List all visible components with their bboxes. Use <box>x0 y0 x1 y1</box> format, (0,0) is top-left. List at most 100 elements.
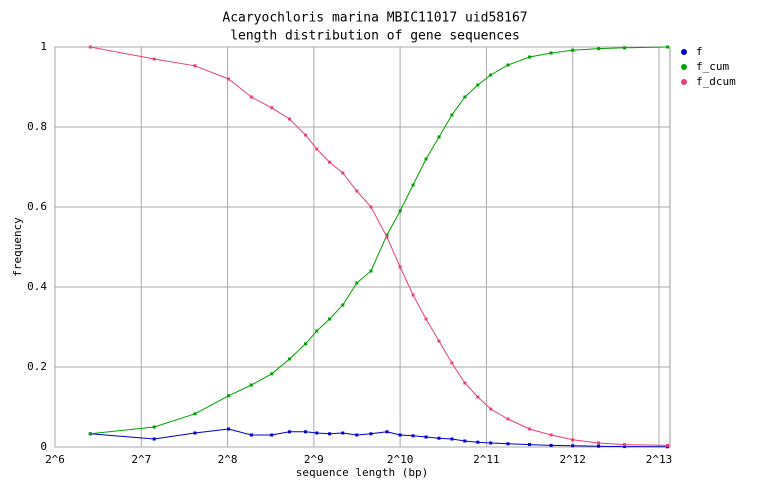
data-point <box>424 317 428 321</box>
x-tick-label: 2^9 <box>304 453 324 466</box>
x-tick-label: 2^13 <box>646 453 673 466</box>
data-point <box>328 432 332 436</box>
data-point <box>341 171 345 175</box>
y-tick-label: 0.8 <box>27 120 47 133</box>
data-point <box>398 433 402 437</box>
data-point <box>315 147 319 151</box>
data-point <box>411 434 415 438</box>
data-point <box>571 444 575 448</box>
legend-label: f_dcum <box>696 75 736 88</box>
legend-marker <box>681 49 687 55</box>
data-point <box>152 425 156 429</box>
data-point <box>328 317 332 321</box>
data-point <box>528 55 532 59</box>
data-point <box>489 407 493 411</box>
data-point <box>152 57 156 61</box>
data-point <box>528 427 532 431</box>
legend-marker <box>681 64 687 70</box>
chart-title: Acaryochloris marina MBIC11017 uid58167 <box>222 11 527 26</box>
data-point <box>476 395 480 399</box>
data-point <box>506 417 510 421</box>
data-point <box>270 372 274 376</box>
data-point <box>549 433 553 437</box>
y-tick-label: 0 <box>40 440 47 453</box>
x-tick-label: 2^10 <box>387 453 414 466</box>
data-point <box>249 95 253 99</box>
data-point <box>341 303 345 307</box>
data-point <box>571 48 575 52</box>
y-tick-label: 0.4 <box>27 280 47 293</box>
data-point <box>437 436 441 440</box>
data-point <box>304 342 308 346</box>
data-point <box>398 209 402 213</box>
data-point <box>622 46 626 50</box>
data-point <box>304 430 308 434</box>
data-point <box>549 51 553 55</box>
data-point <box>315 431 319 435</box>
data-point <box>193 412 197 416</box>
data-point <box>411 293 415 297</box>
plot-frame <box>54 46 671 448</box>
data-point <box>476 83 480 87</box>
data-point <box>304 133 308 137</box>
y-tick-label: 1 <box>40 40 47 53</box>
data-point <box>450 437 454 441</box>
data-point <box>437 135 441 139</box>
data-point <box>270 106 274 110</box>
data-point <box>506 442 510 446</box>
data-point <box>287 357 291 361</box>
data-point <box>411 183 415 187</box>
data-point <box>287 117 291 121</box>
data-point <box>666 443 670 447</box>
data-point <box>463 381 467 385</box>
series-line <box>90 46 668 446</box>
data-point <box>450 113 454 117</box>
x-tick-label: 2^6 <box>45 453 65 466</box>
data-point <box>152 437 156 441</box>
data-point <box>528 443 532 447</box>
data-point <box>463 95 467 99</box>
y-axis-label: frequency <box>11 217 24 277</box>
chart-subtitle: length distribution of gene sequences <box>230 29 520 44</box>
data-point <box>489 73 493 77</box>
data-point <box>287 430 291 434</box>
x-axis-label: sequence length (bp) <box>296 466 428 479</box>
x-tick-label: 2^11 <box>473 453 500 466</box>
data-point <box>249 383 253 387</box>
data-point <box>506 63 510 67</box>
data-point <box>88 45 92 49</box>
data-point <box>369 432 373 436</box>
x-tick-label: 2^12 <box>559 453 586 466</box>
data-point <box>597 444 601 448</box>
data-point <box>249 433 253 437</box>
data-point <box>385 235 389 239</box>
data-point <box>341 431 345 435</box>
y-tick-label: 0.2 <box>27 360 47 373</box>
data-point <box>355 433 359 437</box>
data-point <box>227 394 231 398</box>
data-point <box>385 233 389 237</box>
data-point <box>355 189 359 193</box>
legend-marker <box>681 79 687 85</box>
legend-label: f <box>696 45 703 58</box>
data-point <box>355 281 359 285</box>
series-line <box>90 46 668 435</box>
x-tick-label: 2^7 <box>131 453 151 466</box>
legend-label: f_cum <box>696 60 729 73</box>
data-point <box>549 443 553 447</box>
data-point <box>369 205 373 209</box>
data-point <box>227 77 231 81</box>
data-point <box>666 45 670 49</box>
data-point <box>424 157 428 161</box>
data-point <box>328 160 332 164</box>
data-point <box>369 269 373 273</box>
data-point <box>622 443 626 447</box>
data-point <box>315 329 319 333</box>
data-point <box>270 433 274 437</box>
y-tick-label: 0.6 <box>27 200 47 213</box>
data-point <box>385 430 389 434</box>
data-point <box>424 435 428 439</box>
data-point <box>193 64 197 68</box>
data-point <box>622 445 626 449</box>
